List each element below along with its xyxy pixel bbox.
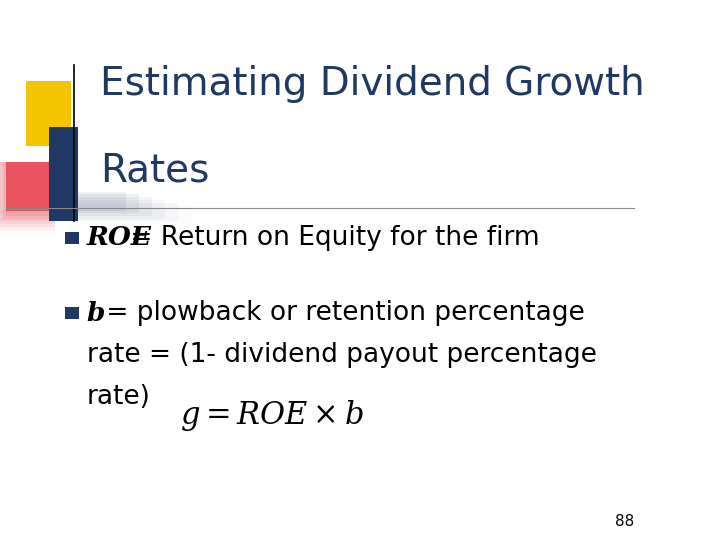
Bar bbox=[0, 162, 55, 230]
Text: $g = ROE \times b$: $g = ROE \times b$ bbox=[180, 399, 364, 433]
Bar bbox=[6, 162, 55, 216]
Text: Rates: Rates bbox=[100, 151, 210, 189]
Text: 88: 88 bbox=[615, 514, 634, 529]
Bar bbox=[48, 127, 78, 221]
Bar bbox=[3, 162, 55, 219]
Bar bbox=[0, 162, 55, 232]
Bar bbox=[48, 197, 152, 216]
Bar bbox=[0, 162, 55, 221]
Text: rate = (1- dividend payout percentage: rate = (1- dividend payout percentage bbox=[86, 342, 597, 368]
Bar bbox=[0, 162, 55, 224]
Bar bbox=[48, 202, 178, 221]
Bar bbox=[48, 194, 139, 213]
Bar bbox=[0, 162, 55, 235]
Text: = plowback or retention percentage: = plowback or retention percentage bbox=[99, 300, 585, 326]
Bar bbox=[48, 192, 126, 211]
Text: rate): rate) bbox=[86, 384, 150, 410]
Bar bbox=[6, 162, 48, 211]
Bar bbox=[26, 81, 71, 146]
Text: b: b bbox=[86, 301, 105, 326]
Text: Estimating Dividend Growth: Estimating Dividend Growth bbox=[100, 65, 645, 103]
Text: ROE: ROE bbox=[86, 225, 152, 250]
Bar bbox=[65, 307, 79, 319]
Text: = Return on Equity for the firm: = Return on Equity for the firm bbox=[122, 225, 540, 251]
Bar bbox=[48, 205, 191, 224]
Bar bbox=[65, 232, 79, 244]
Bar bbox=[0, 162, 55, 227]
Bar bbox=[48, 200, 165, 219]
